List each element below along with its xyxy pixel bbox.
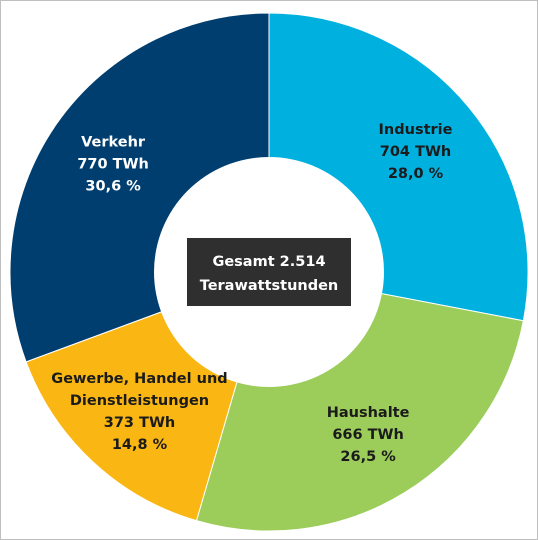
- slice-label-2-line-3: 14,8 %: [112, 437, 168, 453]
- center-total-line2: Terawattstunden: [200, 278, 339, 294]
- slice-label-1-line-0: Haushalte: [327, 405, 410, 421]
- slice-label-2: Gewerbe, Handel und Dienstleistungen 373 T…: [51, 371, 227, 453]
- slice-label-0-line-0: Industrie: [379, 122, 453, 138]
- slice-label-1-line-1: 666 TWh: [332, 427, 404, 443]
- slice-label-1: Haushalte 666 TWh 26,5 %: [327, 405, 410, 465]
- slice-label-3-line-0: Verkehr: [81, 134, 146, 150]
- slice-label-2-line-1: Dienstleistungen: [70, 393, 209, 409]
- slice-label-0-line-1: 704 TWh: [380, 144, 452, 160]
- labels-group: Industrie 704 TWh 28,0 % Haushalte 666 TWh 26…: [51, 122, 452, 465]
- slice-label-3-line-1: 770 TWh: [77, 156, 149, 172]
- slice-label-3-line-2: 30,6 %: [85, 178, 141, 194]
- slice-label-2-line-2: 373 TWh: [104, 415, 176, 431]
- slice-label-0-line-2: 28,0 %: [388, 166, 444, 182]
- center-total-line1: Gesamt 2.514: [212, 254, 325, 270]
- slice-label-2-line-0: Gewerbe, Handel und: [51, 371, 227, 387]
- slice-label-0: Industrie 704 TWh 28,0 %: [379, 122, 453, 182]
- slice-label-3: Verkehr 770 TWh 30,6 %: [77, 134, 149, 194]
- center-total-box: [187, 238, 351, 306]
- slice-label-1-line-2: 26,5 %: [340, 449, 396, 465]
